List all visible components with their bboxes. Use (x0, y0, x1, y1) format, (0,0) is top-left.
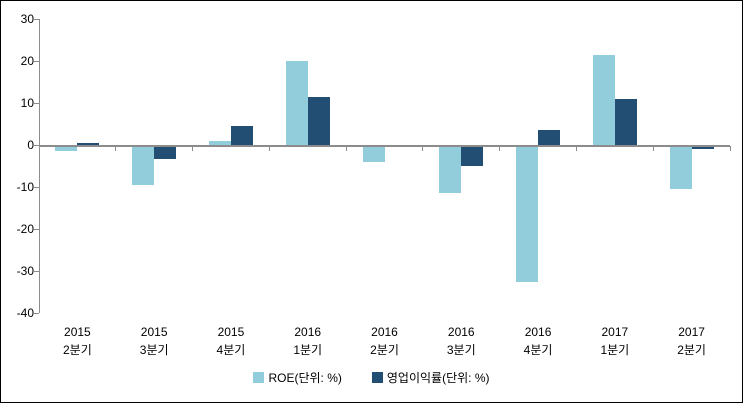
y-axis-tick (34, 102, 39, 104)
roe-series-swatch-icon (253, 372, 265, 383)
legend-label-operating-margin: 영업이익률(단위: %) (386, 371, 490, 385)
bar-series1-2017-2분기 (691, 146, 714, 149)
x-axis-category-label: 2015 3분기 (116, 323, 193, 359)
x-axis-category-label: 2016 4분기 (500, 323, 577, 359)
legend-item-roe: ROE(단위: %) (253, 369, 342, 386)
y-axis-label: 30 (20, 12, 34, 26)
x-axis-tick (575, 146, 577, 151)
y-axis-tick (34, 60, 39, 62)
category-year: 2015 (140, 325, 168, 339)
x-axis-tick (652, 146, 654, 151)
bar-series1-2017-1분기 (614, 98, 637, 145)
x-axis-tick (268, 146, 270, 151)
operating-margin-series-swatch-icon (371, 372, 383, 383)
bar-series0-2016-2분기 (362, 146, 385, 162)
category-year: 2015 (217, 325, 245, 339)
category-quarter: 1분기 (600, 343, 630, 357)
bar-series1-2016-4분기 (538, 129, 561, 145)
x-axis-tick (729, 146, 731, 151)
category-quarter: 3분기 (446, 343, 476, 357)
y-axis-tick (34, 18, 39, 20)
category-quarter: 2분기 (677, 343, 706, 357)
x-axis-category-label: 2016 2분기 (346, 323, 423, 359)
y-axis-tick (34, 186, 39, 188)
y-axis-line (39, 19, 40, 313)
legend-item-operating-margin: 영업이익률(단위: %) (371, 369, 490, 386)
x-axis-category-label: 2017 2분기 (653, 323, 730, 359)
category-quarter: 2분기 (63, 343, 92, 357)
x-axis-category-label: 2017 1분기 (576, 323, 653, 359)
x-axis-tick (422, 146, 424, 151)
x-axis-tick (192, 146, 194, 151)
y-axis-tick (34, 270, 39, 272)
category-quarter: 1분기 (293, 343, 323, 357)
y-axis-label: -10 (16, 180, 34, 194)
category-year: 2016 (294, 325, 322, 339)
bar-series1-2015-4분기 (230, 126, 253, 145)
category-year: 2016 (447, 325, 475, 339)
category-year: 2015 (64, 325, 91, 339)
legend: ROE(단위: %) 영업이익률(단위: %) (1, 369, 742, 386)
category-quarter: 2분기 (370, 343, 399, 357)
y-axis-label: 20 (20, 54, 34, 68)
bar-series1-2016-3분기 (461, 146, 484, 166)
bar-series0-2017-1분기 (592, 55, 615, 145)
category-year: 2017 (678, 325, 705, 339)
category-quarter: 3분기 (139, 343, 169, 357)
y-axis-label: 10 (20, 96, 34, 110)
bar-series0-2016-3분기 (439, 146, 462, 194)
x-axis-tick (345, 146, 347, 151)
y-axis-tick (34, 228, 39, 230)
y-axis-tick (34, 144, 39, 146)
bar-series0-2015-3분기 (132, 146, 155, 185)
bar-series0-2017-2분기 (669, 146, 692, 190)
x-axis-tick (115, 146, 117, 151)
plot-area (34, 18, 731, 314)
bar-series0-2016-4분기 (516, 146, 539, 282)
x-axis-tick (499, 146, 501, 151)
category-year: 2017 (601, 325, 629, 339)
bar-series0-2015-4분기 (208, 140, 231, 145)
x-axis-category-label: 2016 1분기 (269, 323, 346, 359)
category-year: 2016 (524, 325, 552, 339)
x-axis-category-label: 2015 4분기 (193, 323, 270, 359)
category-year: 2016 (371, 325, 398, 339)
x-axis-category-label: 2016 3분기 (423, 323, 500, 359)
y-axis-label: -20 (16, 222, 34, 236)
category-quarter: 4분기 (216, 343, 246, 357)
y-axis-tick (34, 312, 39, 314)
y-axis-label: -40 (16, 306, 34, 320)
bar-series0-2016-1분기 (285, 61, 308, 145)
x-axis-zero-line (39, 144, 730, 147)
bar-series1-2016-1분기 (307, 96, 330, 145)
y-axis-label: 0 (27, 138, 34, 152)
bar-series0-2015-2분기 (55, 146, 78, 152)
y-axis-label: -30 (16, 264, 34, 278)
bar-series1-2015-2분기 (77, 143, 100, 145)
category-quarter: 4분기 (523, 343, 553, 357)
legend-label-roe: ROE(단위: %) (268, 371, 342, 385)
x-axis-category-label: 2015 2분기 (39, 323, 116, 359)
bar-series1-2015-3분기 (154, 146, 177, 159)
